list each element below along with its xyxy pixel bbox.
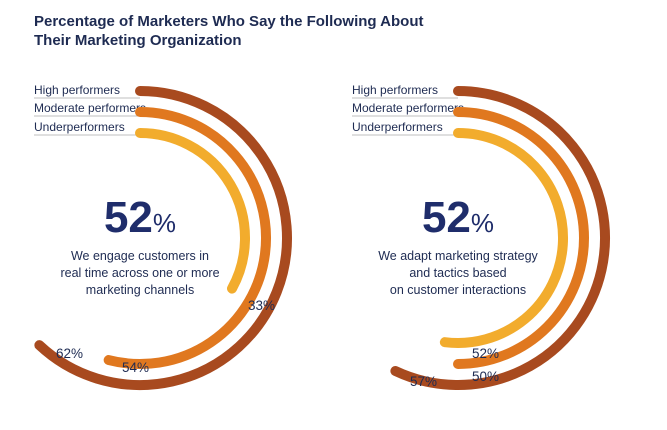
radial-chart-engage-customers: High performers 62% Moderate performers 54%…	[34, 83, 292, 390]
legend-high-performers: High performers	[34, 83, 120, 97]
description-line: and tactics based	[409, 266, 506, 280]
headline-value: 52%	[422, 193, 494, 242]
legend-high-performers: High performers	[352, 83, 438, 97]
description-line: on customer interactions	[390, 283, 526, 297]
arc-underperformers	[135, 128, 250, 294]
arc-high-performers	[34, 86, 292, 390]
value-label-underperformers: 52%	[472, 346, 499, 361]
legend-underperformers: Underperformers	[352, 120, 443, 134]
value-label-moderate-performers: 50%	[472, 369, 499, 384]
value-label-underperformers: 33%	[248, 298, 275, 313]
value-label-high-performers: 57%	[410, 374, 437, 389]
arc-underperformers	[439, 128, 568, 348]
arc-moderate-performers	[103, 107, 271, 369]
description-line: We adapt marketing strategy	[378, 249, 538, 263]
description-line: We engage customers in	[71, 249, 209, 263]
chart-title: Percentage of Marketers Who Say the Foll…	[34, 13, 424, 49]
value-label-moderate-performers: 54%	[122, 360, 149, 375]
legend-underperformers: Underperformers	[34, 120, 125, 134]
legend-moderate-performers: Moderate performers	[34, 101, 146, 115]
value-label-high-performers: 62%	[56, 346, 83, 361]
arc-high-performers	[390, 86, 610, 390]
arc-moderate-performers	[453, 107, 589, 369]
radial-chart-adapt-strategy: High performers 57% Moderate performers 50%…	[352, 83, 610, 390]
headline-value: 52%	[104, 193, 176, 242]
description-line: real time across one or more	[60, 266, 219, 280]
legend-moderate-performers: Moderate performers	[352, 101, 464, 115]
description-line: marketing channels	[86, 283, 194, 297]
